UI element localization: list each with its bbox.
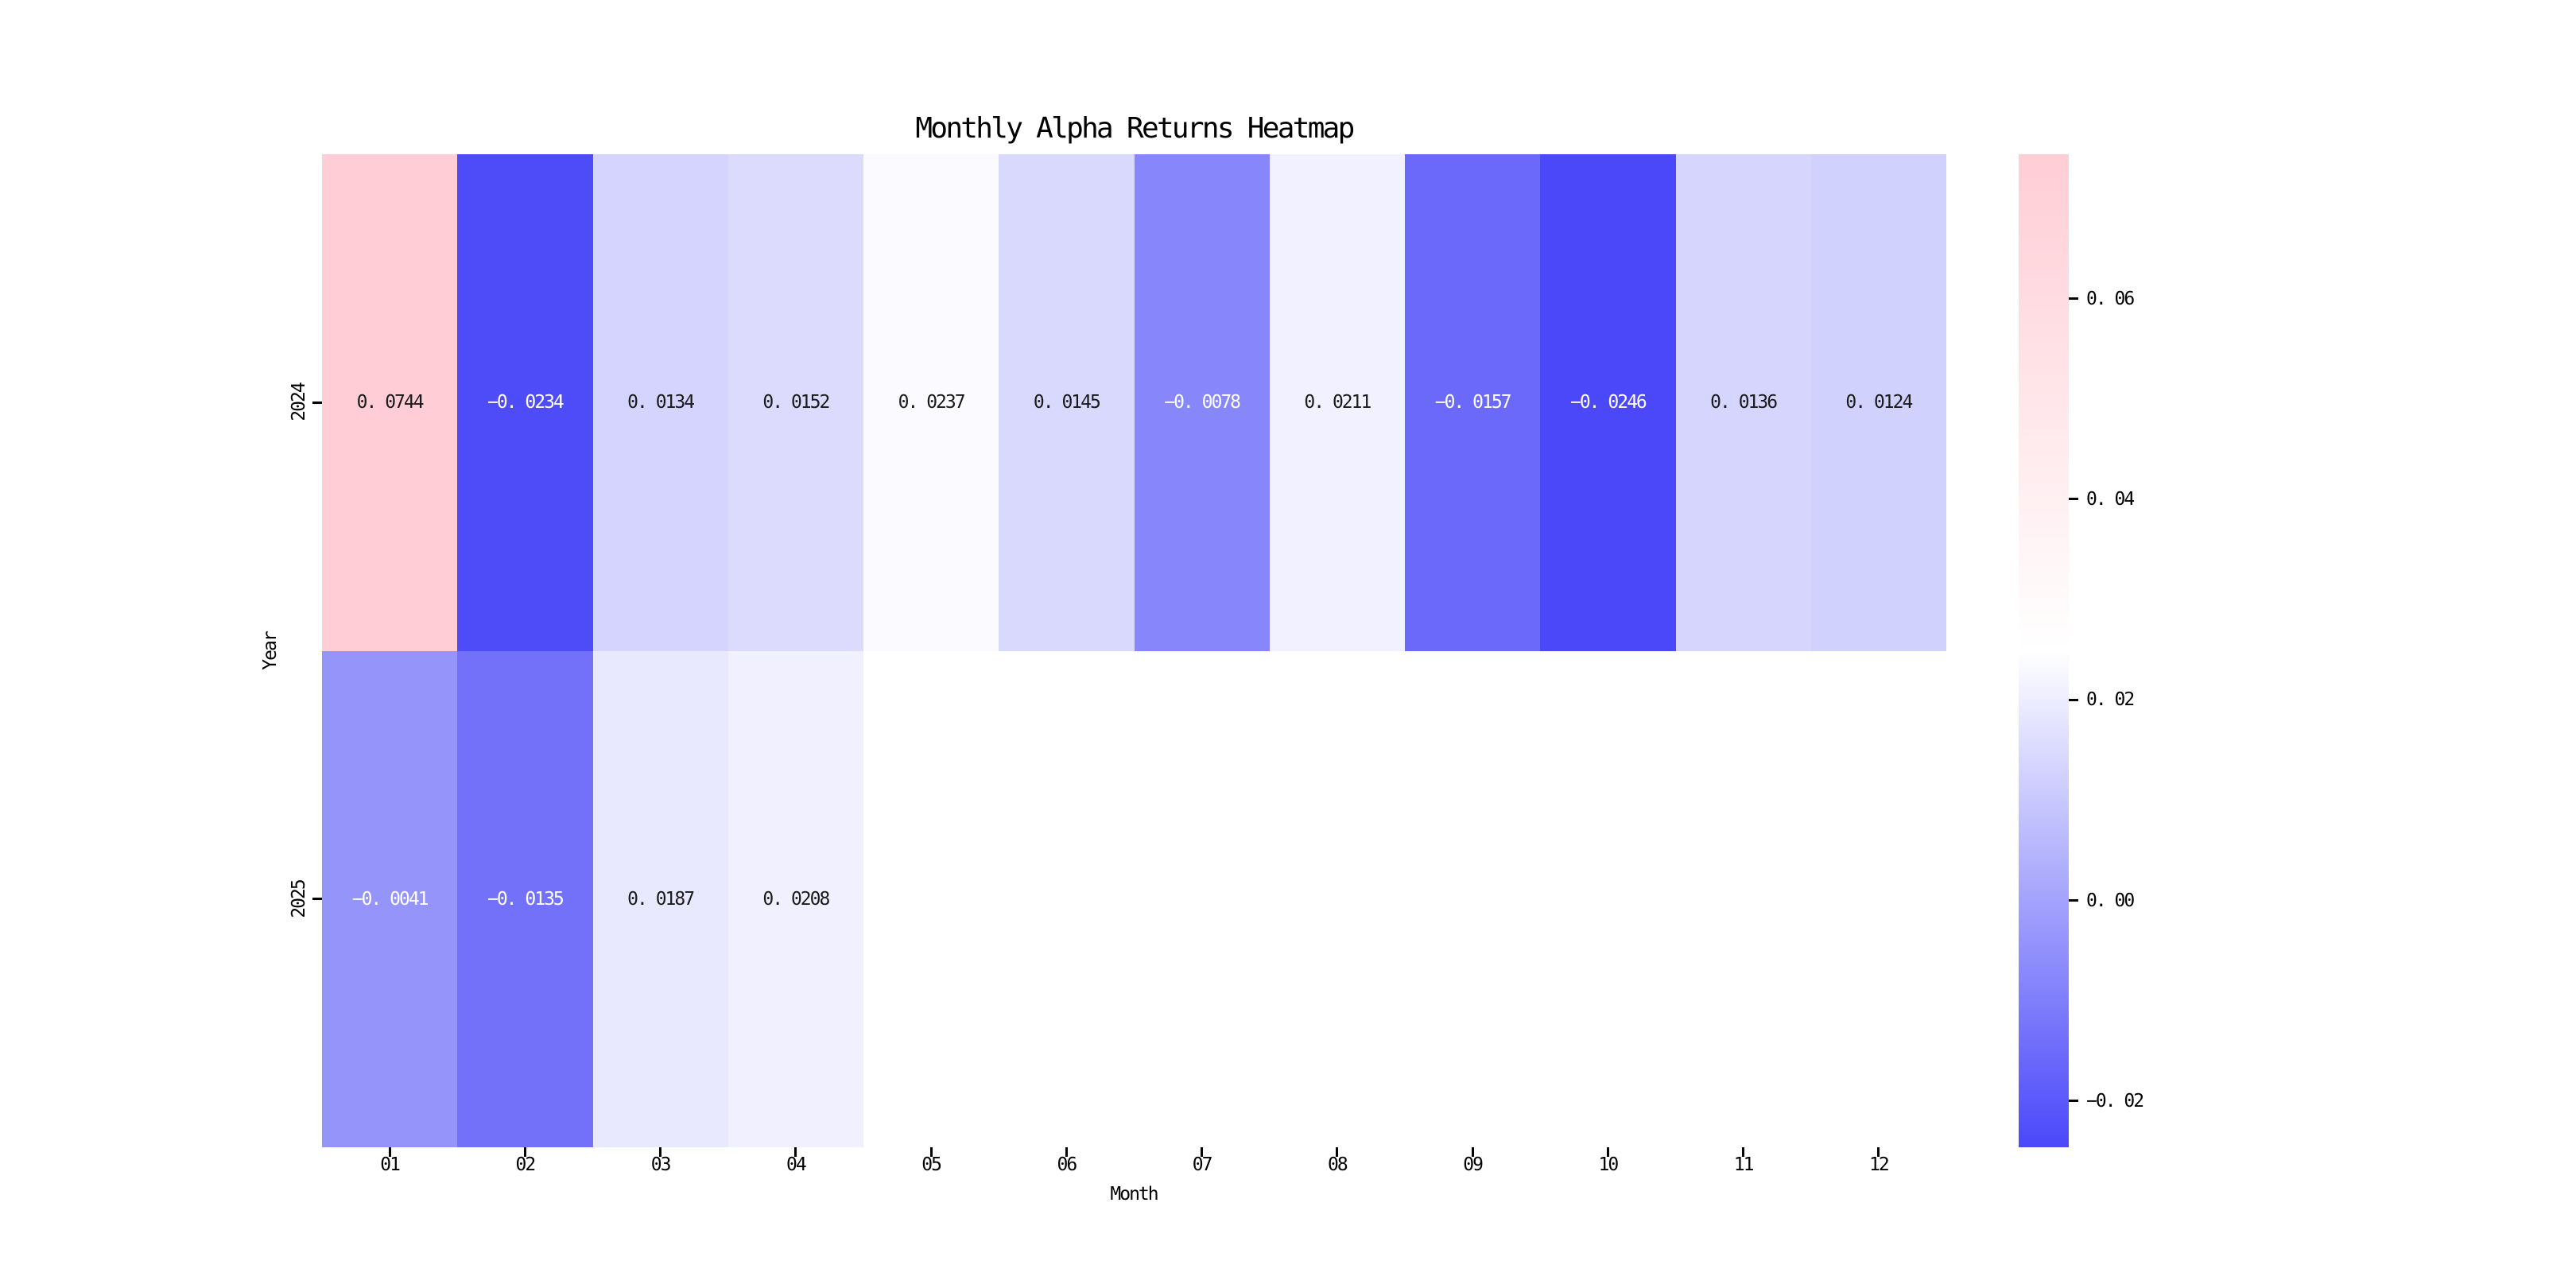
x-axis-tick-label: 02 [515,1154,537,1175]
heatmap-cell [1811,154,1946,651]
x-axis-tick-label: 09 [1463,1154,1484,1175]
x-axis-title: Month [1110,1184,1158,1205]
cell-value-label: 0. 0152 [762,392,830,413]
x-axis-tick [1201,1147,1204,1157]
heatmap-cell [1270,154,1405,651]
colorbar-tick [2069,498,2078,501]
cell-value-label: −0. 0135 [487,888,564,910]
x-axis-tick-label: 11 [1733,1154,1755,1175]
x-axis-tick-label: 10 [1598,1154,1620,1175]
x-axis-tick [1065,1147,1068,1157]
heatmap-cell [593,651,728,1147]
x-axis-tick [1742,1147,1745,1157]
cell-value-label: −0. 0246 [1569,392,1647,413]
colorbar-tick [2069,1100,2078,1103]
x-axis-tick-label: 05 [921,1154,942,1175]
x-axis-tick-label: 01 [380,1154,401,1175]
cell-value-label: 0. 0211 [1304,392,1371,413]
cell-value-label: −0. 0157 [1434,392,1512,413]
colorbar-tick-label: 0. 02 [2086,689,2135,711]
x-axis-tick-label: 07 [1192,1154,1213,1175]
y-axis-title: Year [260,631,281,670]
cell-value-label: 0. 0237 [898,392,966,413]
x-axis-tick [1606,1147,1609,1157]
cell-value-label: 0. 0145 [1033,392,1101,413]
y-axis-tick-label: 2025 [289,880,309,918]
x-axis-tick-label: 06 [1057,1154,1078,1175]
chart-title: Monthly Alpha Returns Heatmap [915,112,1355,145]
x-axis-tick [929,1147,933,1157]
x-axis-tick [659,1147,662,1157]
colorbar [2019,154,2069,1147]
x-axis-tick [1336,1147,1339,1157]
colorbar-tick-label: 0. 06 [2086,288,2135,309]
colorbar-gradient [2019,154,2069,1147]
x-axis-tick [794,1147,797,1157]
heatmap-cell [1676,154,1811,651]
heatmap-cell [728,154,863,651]
heatmap-cell [593,154,728,651]
cell-value-label: −0. 0041 [351,888,429,910]
cell-value-label: 0. 0124 [1845,392,1913,413]
heatmap-cell [322,651,457,1147]
colorbar-tick-label: 0. 00 [2086,890,2135,911]
colorbar-tick [2069,297,2078,301]
colorbar-tick-label: −0. 02 [2086,1090,2144,1111]
colorbar-tick-label: 0. 04 [2086,488,2135,510]
y-axis-tick-label: 2024 [289,383,309,421]
heatmap-cell [999,154,1135,651]
y-axis-tick [312,898,322,901]
y-axis-tick [312,401,322,404]
heatmap-cell [322,154,457,651]
x-axis-tick-label: 03 [650,1154,672,1175]
heatmap-cell [457,154,593,651]
x-axis-tick-label: 04 [786,1154,807,1175]
heatmap-cell [1405,154,1540,651]
heatmap-cell [1135,154,1270,651]
x-axis-tick [388,1147,391,1157]
cell-value-label: 0. 0187 [627,888,695,910]
x-axis-tick [1471,1147,1474,1157]
colorbar-tick [2069,698,2078,701]
x-axis-tick [523,1147,526,1157]
heatmap-cell [1540,154,1676,651]
heatmap-plot-area: 0. 0744 −0. 0234 0. 0134 0. 0152 0. 0237 0. 0… [322,154,1946,1147]
x-axis-tick-label: 12 [1869,1154,1890,1175]
x-axis-tick-label: 08 [1328,1154,1348,1175]
x-axis-tick [1877,1147,1880,1157]
cell-value-label: −0. 0078 [1164,392,1241,413]
heatmap-cell [457,651,593,1147]
heatmap-cell [728,651,863,1147]
cell-value-label: −0. 0234 [487,392,564,413]
colorbar-tick [2069,899,2078,902]
cell-value-label: 0. 0208 [762,888,830,910]
heatmap-cell [863,154,999,651]
cell-value-label: 0. 0136 [1710,392,1778,413]
cell-value-label: 0. 0134 [627,392,695,413]
cell-value-label: 0. 0744 [356,392,425,413]
